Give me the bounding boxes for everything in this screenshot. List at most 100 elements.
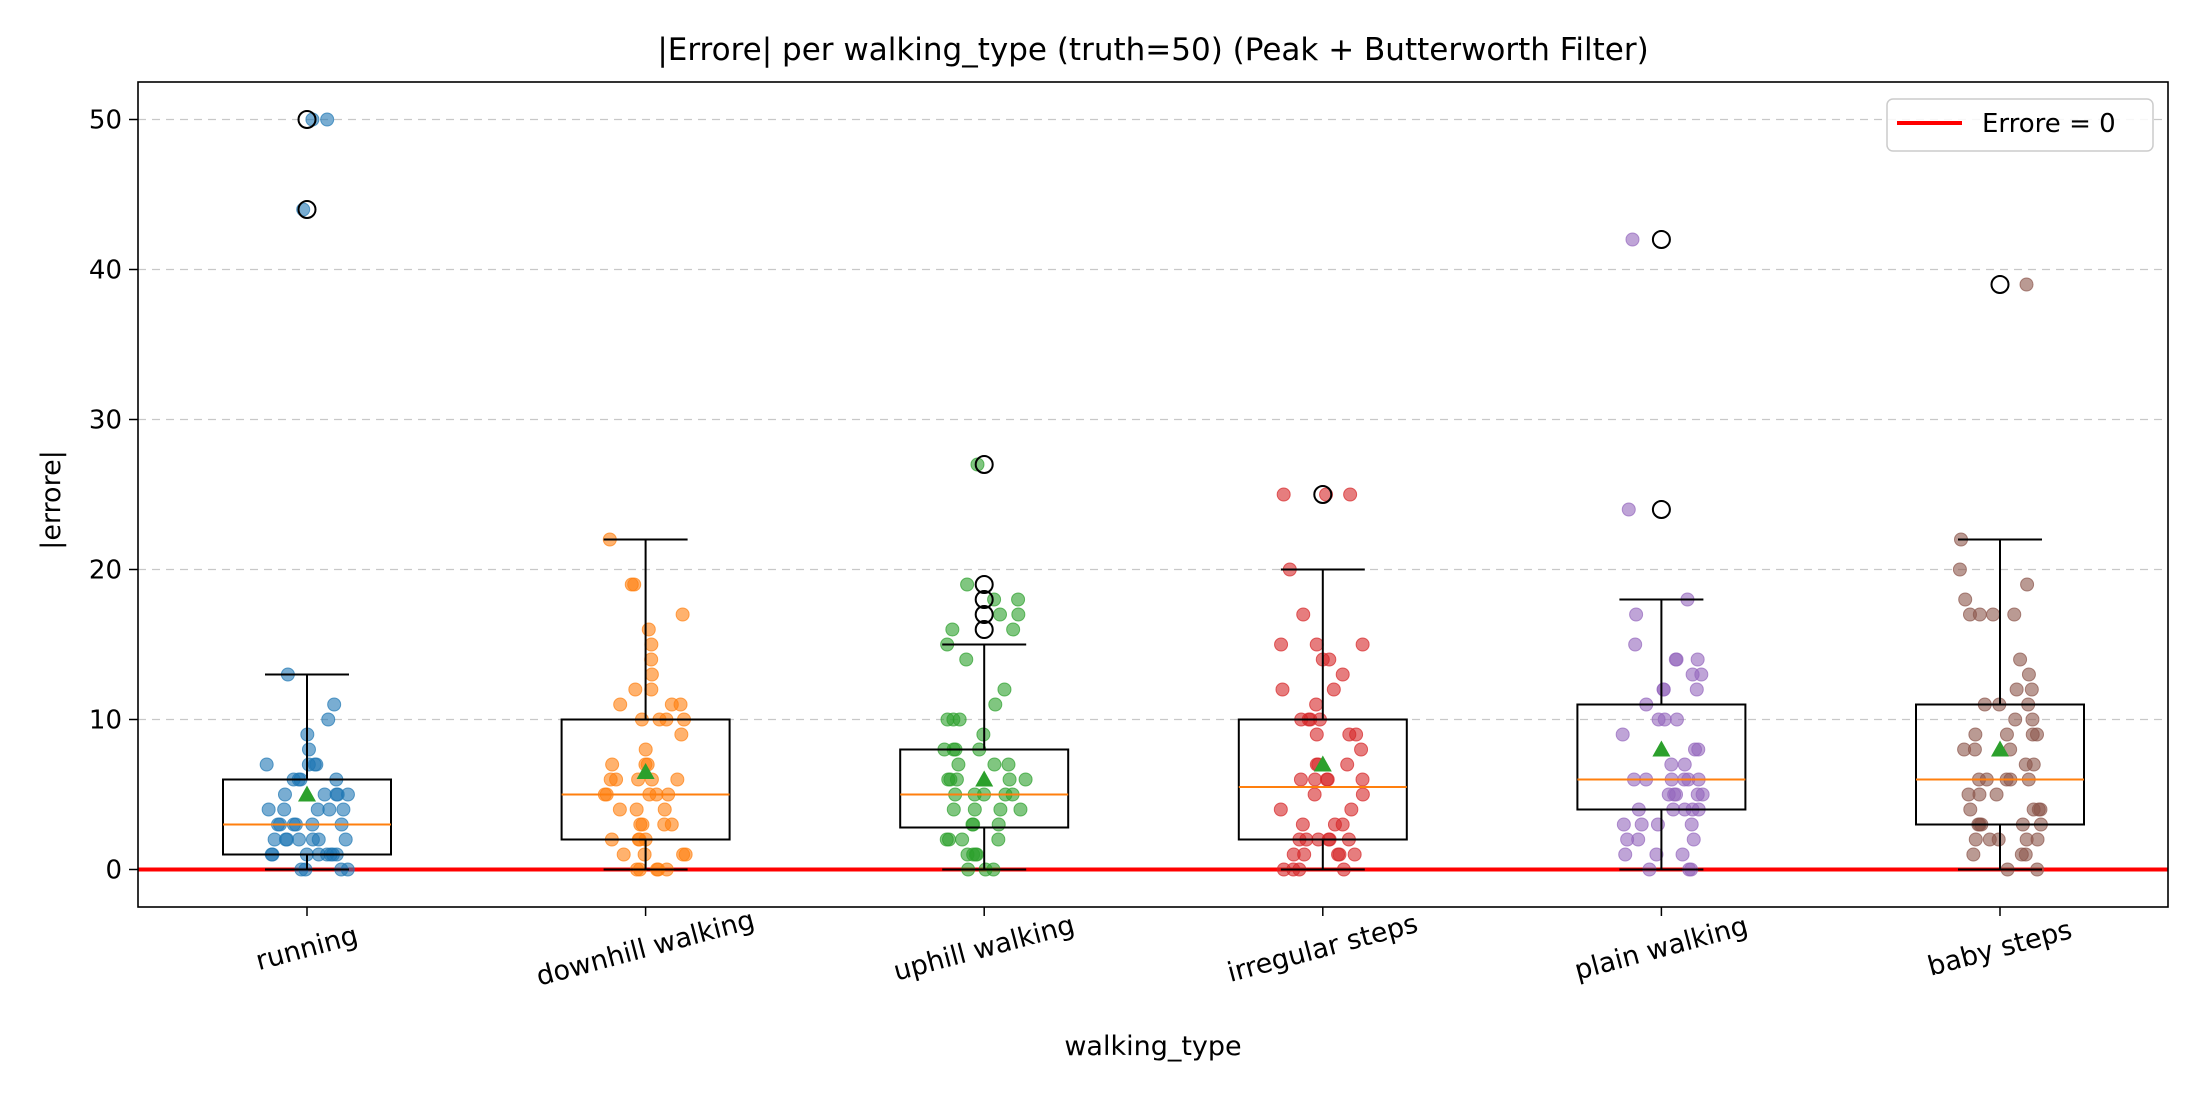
data-point xyxy=(1650,817,1665,832)
y-tick-label: 30 xyxy=(89,406,122,436)
mean-marker xyxy=(298,785,316,802)
box-iqr xyxy=(222,778,392,856)
outlier-marker xyxy=(297,200,317,219)
data-point xyxy=(1332,847,1347,862)
data-point xyxy=(261,802,276,817)
data-point xyxy=(1963,802,1978,817)
data-point xyxy=(336,802,351,817)
mean-marker xyxy=(1652,740,1671,757)
y-axis-ticks: 0 10 20 30 40 50 xyxy=(89,106,138,886)
data-point xyxy=(311,832,326,847)
data-point xyxy=(1322,652,1337,667)
grid-lines xyxy=(138,118,2168,871)
data-point xyxy=(940,712,955,727)
data-point xyxy=(1344,802,1359,817)
data-point xyxy=(1631,832,1646,847)
data-point xyxy=(301,742,316,757)
data-point xyxy=(1656,682,1671,697)
data-point xyxy=(991,832,1006,847)
outlier-marker xyxy=(974,575,994,594)
data-point xyxy=(1664,757,1679,772)
data-point xyxy=(2025,712,2040,727)
legend-label: Errore = 0 xyxy=(1982,109,2116,139)
chart-title: |Errore| per walking_type (truth=50) (Pe… xyxy=(657,32,1648,68)
data-point xyxy=(2007,607,2022,622)
data-point xyxy=(317,787,332,802)
x-tick-label: plain walking xyxy=(1571,911,1751,987)
data-point xyxy=(2026,802,2041,817)
data-point xyxy=(955,832,970,847)
scatter-points-layer xyxy=(259,112,2048,877)
data-point xyxy=(1275,682,1290,697)
data-point xyxy=(2009,682,2024,697)
x-axis-ticks: running downhill walking uphill walking irr… xyxy=(253,904,2076,992)
data-point xyxy=(1001,757,1016,772)
box-iqr xyxy=(1237,718,1408,841)
box-iqr xyxy=(1915,703,2085,826)
box-iqr xyxy=(560,718,731,841)
outlier-marker xyxy=(1313,485,1333,504)
data-point xyxy=(991,817,1006,832)
data-point xyxy=(678,847,693,862)
data-point xyxy=(1309,727,1324,742)
data-point xyxy=(1335,817,1350,832)
outlier-marker xyxy=(974,590,994,609)
data-point xyxy=(1986,607,2001,622)
data-point xyxy=(624,577,639,592)
data-point xyxy=(951,757,966,772)
data-point xyxy=(2013,652,2028,667)
data-point xyxy=(1308,772,1323,787)
data-point xyxy=(1629,607,1644,622)
data-point xyxy=(1002,772,1017,787)
data-point xyxy=(1634,817,1649,832)
data-point xyxy=(1689,682,1704,697)
data-point xyxy=(946,802,961,817)
data-point xyxy=(1319,487,1334,502)
data-point xyxy=(1677,757,1692,772)
data-point xyxy=(638,742,653,757)
data-point xyxy=(670,772,685,787)
data-point xyxy=(952,712,967,727)
mean-marker xyxy=(975,770,994,787)
data-point xyxy=(1690,787,1705,802)
data-point xyxy=(993,802,1008,817)
data-point xyxy=(644,652,659,667)
legend-frame xyxy=(1886,98,2154,152)
outlier-marker xyxy=(297,110,317,129)
data-point xyxy=(320,112,335,127)
data-point xyxy=(612,802,627,817)
outlier-marker xyxy=(1651,500,1671,519)
data-point xyxy=(1669,712,1684,727)
data-point xyxy=(1273,802,1288,817)
x-tick-label: baby steps xyxy=(1924,914,2075,982)
data-point xyxy=(1006,622,1021,637)
data-point xyxy=(629,802,644,817)
legend: Errore = 0 xyxy=(1886,98,2154,152)
data-point xyxy=(2024,682,2039,697)
data-point xyxy=(1616,817,1631,832)
data-point xyxy=(644,682,659,697)
data-point xyxy=(674,727,689,742)
data-point xyxy=(992,607,1007,622)
data-point xyxy=(1621,502,1636,517)
data-point xyxy=(1615,727,1630,742)
data-point xyxy=(1962,607,1977,622)
data-point xyxy=(987,757,1002,772)
data-point xyxy=(1011,592,1026,607)
data-point xyxy=(1309,637,1324,652)
data-point xyxy=(941,772,956,787)
outlier-marker xyxy=(974,620,994,639)
data-point xyxy=(628,682,643,697)
data-point xyxy=(277,787,292,802)
data-point xyxy=(997,682,1012,697)
data-point xyxy=(1354,742,1369,757)
data-point xyxy=(641,622,656,637)
mean-marker xyxy=(1991,740,2009,757)
data-point xyxy=(1972,787,1987,802)
data-point xyxy=(987,592,1002,607)
y-tick-label: 40 xyxy=(89,256,122,286)
plot-area-frame xyxy=(137,81,2169,908)
data-point xyxy=(605,757,620,772)
outlier-marker xyxy=(974,605,994,624)
